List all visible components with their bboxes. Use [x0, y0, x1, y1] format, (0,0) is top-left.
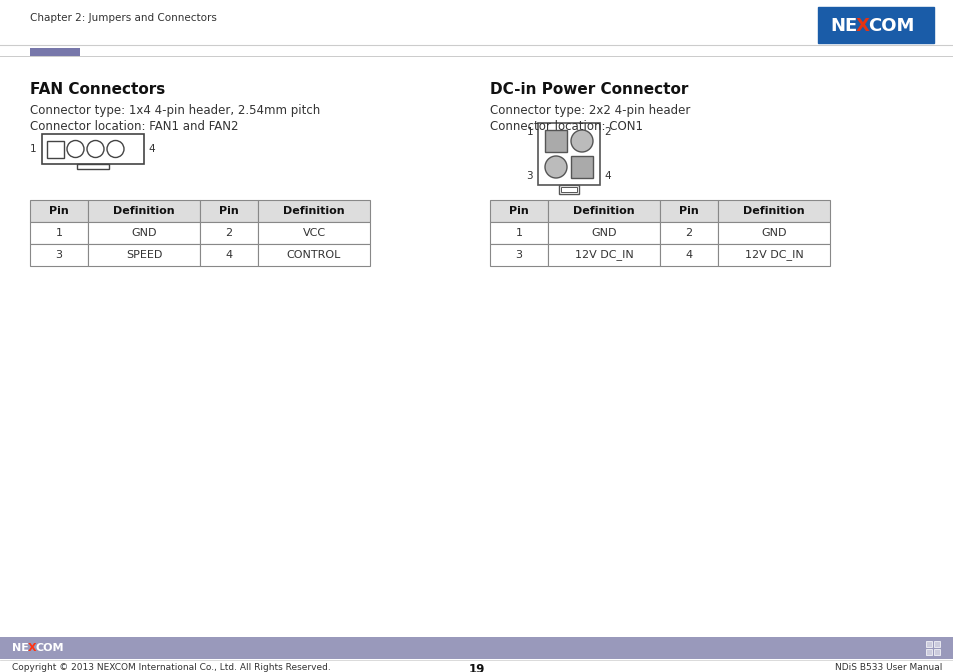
Bar [933, 649, 939, 655]
Bar [88, 244, 200, 266]
Text: 2: 2 [603, 127, 610, 137]
Circle shape [67, 140, 84, 157]
Text: NDiS B533 User Manual: NDiS B533 User Manual [834, 663, 941, 672]
Text: CONTROL: CONTROL [287, 250, 341, 260]
Text: 1: 1 [515, 228, 522, 238]
Bar [200, 200, 257, 222]
Bar [544, 130, 566, 152]
Text: 2: 2 [684, 228, 692, 238]
Bar [933, 641, 939, 647]
Bar [571, 156, 593, 178]
Bar [560, 187, 577, 192]
Bar [200, 244, 257, 266]
Text: 1: 1 [30, 144, 36, 154]
Text: 19: 19 [468, 663, 485, 672]
Bar [718, 200, 829, 222]
Text: 4: 4 [603, 171, 610, 181]
Bar [537, 123, 599, 185]
Text: Connector location: CON1: Connector location: CON1 [490, 120, 642, 133]
Bar [88, 200, 200, 222]
Text: Chapter 2: Jumpers and Connectors: Chapter 2: Jumpers and Connectors [30, 13, 216, 23]
Text: 1: 1 [55, 228, 63, 238]
Bar [718, 244, 829, 266]
Text: 2: 2 [225, 228, 233, 238]
Circle shape [571, 130, 593, 152]
Text: 4: 4 [148, 144, 154, 154]
Text: NE: NE [12, 643, 29, 653]
Bar [30, 222, 88, 244]
Circle shape [544, 156, 566, 178]
Bar [817, 7, 933, 43]
Bar [88, 222, 200, 244]
Bar [547, 200, 659, 222]
Text: 12V DC_IN: 12V DC_IN [744, 249, 802, 261]
Text: Pin: Pin [679, 206, 699, 216]
Circle shape [87, 140, 104, 157]
Text: SPEED: SPEED [126, 250, 162, 260]
Text: 12V DC_IN: 12V DC_IN [574, 249, 633, 261]
Text: Definition: Definition [573, 206, 634, 216]
Bar [718, 222, 829, 244]
Circle shape [107, 140, 124, 157]
Text: Definition: Definition [283, 206, 344, 216]
Text: GND: GND [760, 228, 786, 238]
Bar [257, 244, 370, 266]
Bar [547, 244, 659, 266]
Text: X: X [28, 643, 36, 653]
Bar [0, 56, 953, 57]
Bar [30, 200, 88, 222]
Text: DC-in Power Connector: DC-in Power Connector [490, 82, 688, 97]
Text: COM: COM [867, 17, 913, 35]
Bar [257, 200, 370, 222]
Bar [30, 48, 80, 56]
Text: Copyright © 2013 NEXCOM International Co., Ltd. All Rights Reserved.: Copyright © 2013 NEXCOM International Co… [12, 663, 331, 672]
Text: 4: 4 [225, 250, 233, 260]
Bar [77, 164, 109, 169]
Bar [558, 185, 578, 194]
Text: 3: 3 [515, 250, 522, 260]
Bar [47, 140, 64, 157]
Bar [547, 222, 659, 244]
Bar [490, 244, 547, 266]
Text: NE: NE [829, 17, 857, 35]
Bar [490, 222, 547, 244]
Text: 3: 3 [55, 250, 63, 260]
Bar [200, 222, 257, 244]
Text: Pin: Pin [219, 206, 238, 216]
Bar [490, 200, 547, 222]
Text: Pin: Pin [49, 206, 69, 216]
Bar [925, 649, 931, 655]
Text: X: X [855, 17, 869, 35]
Text: Definition: Definition [113, 206, 174, 216]
Text: Definition: Definition [742, 206, 804, 216]
Text: GND: GND [132, 228, 156, 238]
Text: Connector type: 2x2 4-pin header: Connector type: 2x2 4-pin header [490, 104, 690, 117]
Text: FAN Connectors: FAN Connectors [30, 82, 165, 97]
Bar [30, 244, 88, 266]
Bar [0, 637, 953, 659]
Text: Pin: Pin [509, 206, 528, 216]
Bar [659, 244, 718, 266]
Text: 4: 4 [684, 250, 692, 260]
Bar [925, 641, 931, 647]
Bar [257, 222, 370, 244]
Text: Connector location: FAN1 and FAN2: Connector location: FAN1 and FAN2 [30, 120, 238, 133]
Text: 1: 1 [526, 127, 533, 137]
Text: COM: COM [36, 643, 65, 653]
Text: VCC: VCC [302, 228, 325, 238]
Text: Connector type: 1x4 4-pin header, 2.54mm pitch: Connector type: 1x4 4-pin header, 2.54mm… [30, 104, 320, 117]
Text: 3: 3 [526, 171, 533, 181]
Bar [659, 222, 718, 244]
Bar [42, 134, 144, 164]
Text: GND: GND [591, 228, 616, 238]
Bar [659, 200, 718, 222]
